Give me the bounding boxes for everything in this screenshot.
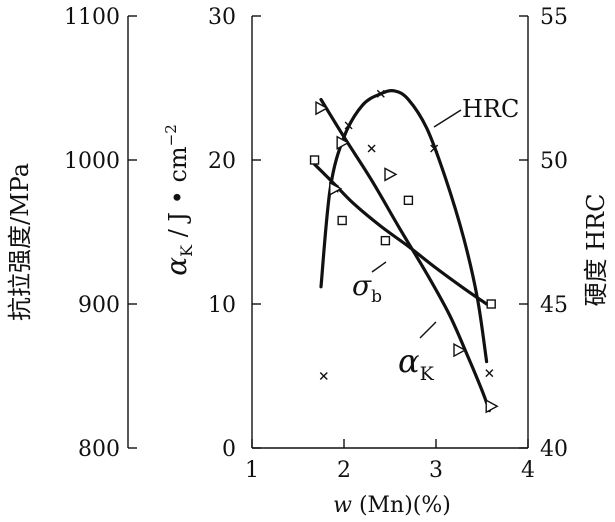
x-tick-label: 4	[521, 458, 535, 483]
alpha-k-series-label: αK	[398, 342, 435, 385]
sigma-b-label-sub: b	[371, 287, 382, 307]
alpha-k-marker	[384, 167, 398, 182]
sigma-b-marker	[380, 235, 391, 246]
alpha-k-marker	[485, 399, 499, 414]
hrc-label-leader	[433, 109, 462, 128]
inner-left-label-symbol: α	[160, 257, 193, 276]
alpha-k-marker	[453, 342, 467, 358]
hrc-marker	[430, 144, 439, 153]
outer-left-tick-label: 1000	[64, 149, 120, 174]
alpha-k-label-leader	[419, 321, 437, 339]
hrc-marker-stroke	[485, 369, 494, 378]
hrc-marker-stroke	[344, 121, 353, 130]
inner-left-label-sub: K	[177, 244, 196, 257]
inner-left-tick-label: 0	[222, 437, 236, 462]
hrc-marker-stroke	[367, 144, 376, 153]
inner-left-label-exp: −2	[162, 124, 180, 146]
right-tick-label: 45	[540, 293, 568, 318]
right-axis-label: 硬度 HRC	[582, 194, 610, 307]
hrc-marker	[485, 369, 494, 378]
sigma-b-label-leader	[371, 261, 387, 273]
right-tick-label: 40	[540, 437, 568, 462]
curve-hrc	[319, 88, 489, 364]
hrc-marker	[319, 372, 328, 380]
x-tick-label: 2	[337, 458, 351, 483]
sigma-b-label-symbol: σ	[352, 269, 372, 302]
sigma-b-marker	[403, 195, 414, 206]
sigma-b-marker	[486, 299, 496, 309]
x-axis-label: w (Mn)(%)	[333, 493, 451, 518]
alpha-k-marker	[336, 135, 350, 150]
outer-left-tick-label: 900	[78, 293, 120, 318]
alpha-k-marker	[315, 100, 329, 116]
hrc-marker	[376, 89, 385, 98]
right-tick-label: 55	[540, 5, 568, 30]
hrc-marker	[367, 144, 376, 153]
sigma-b-series-label: σb	[352, 269, 382, 307]
inner-left-tick-label: 20	[208, 149, 236, 174]
sigma-b-marker	[337, 215, 347, 226]
inner-left-tick-label: 10	[208, 293, 236, 318]
hrc-marker	[344, 121, 353, 130]
x-axis-label-var: w	[333, 493, 352, 518]
alpha-k-label-sub: K	[420, 363, 435, 385]
hrc-marker-stroke	[430, 144, 439, 153]
outer-left-axis-label: 抗拉强度/MPa	[6, 163, 34, 321]
alpha-k-marker	[329, 181, 343, 196]
outer-left-tick-label: 1100	[64, 5, 120, 30]
hrc-series-label: HRC	[462, 95, 519, 123]
curve-alpha-k	[319, 97, 491, 413]
markers-layer	[309, 89, 499, 414]
curve-sigma-b	[312, 162, 489, 306]
alpha-k-label-symbol: α	[398, 342, 420, 380]
x-tick-label: 1	[245, 458, 259, 483]
outer-left-tick-label: 800	[78, 437, 120, 462]
inner-left-label-unit: / J • cm	[164, 146, 192, 245]
x-tick-label: 3	[429, 458, 443, 483]
hrc-marker-stroke	[376, 89, 385, 98]
sigma-b-marker	[309, 155, 320, 165]
axes-layer: 800 900 1000 1100 0 10 20 30 40 45 50 55 1 2 3 4	[64, 5, 568, 483]
labels-layer: w (Mn)(%)抗拉强度/MPa αK / J • cm−2硬度 HRCHRCσ…	[6, 95, 610, 518]
inner-left-axis-label: αK / J • cm−2	[160, 124, 196, 276]
inner-left-tick-label: 30	[208, 5, 236, 30]
right-tick-label: 50	[540, 149, 568, 174]
x-axis-label-rest: (Mn)(%)	[352, 493, 451, 518]
hrc-marker-stroke	[319, 372, 328, 380]
